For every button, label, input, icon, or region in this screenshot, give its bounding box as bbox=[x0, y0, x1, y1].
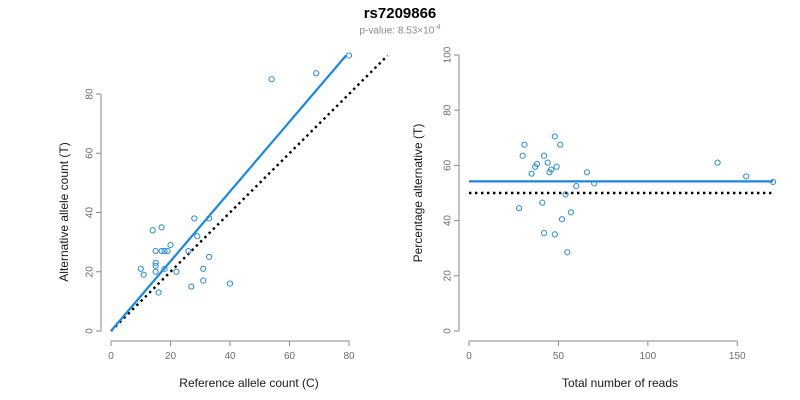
data-point bbox=[206, 253, 213, 261]
x-tick-label: 80 bbox=[343, 351, 355, 362]
data-point bbox=[155, 289, 162, 296]
y-axis: 0 20 40 60 80 bbox=[85, 88, 102, 334]
data-point bbox=[553, 163, 560, 170]
y-tick-label: 20 bbox=[85, 266, 96, 278]
data-point bbox=[140, 271, 147, 278]
data-point bbox=[583, 169, 591, 176]
data-point bbox=[200, 265, 207, 272]
data-point bbox=[562, 191, 569, 198]
data-point bbox=[164, 247, 171, 255]
p-value-exponent: -4 bbox=[434, 24, 441, 31]
data-point bbox=[714, 159, 721, 166]
x-axis-label: Reference allele count (C) bbox=[179, 376, 318, 390]
data-point bbox=[161, 265, 168, 272]
y-tick-label: 60 bbox=[443, 159, 454, 171]
data-point bbox=[173, 268, 180, 275]
y-axis: 0 20 40 60 80 100 bbox=[443, 46, 460, 334]
reference-line bbox=[110, 54, 389, 332]
x-tick-label: 60 bbox=[284, 351, 296, 362]
data-point bbox=[515, 205, 523, 212]
y-tick-label: 40 bbox=[85, 207, 96, 219]
data-point bbox=[152, 247, 159, 255]
data-point bbox=[200, 277, 207, 284]
data-point bbox=[557, 141, 564, 148]
y-tick-label: 80 bbox=[443, 104, 454, 116]
data-point bbox=[528, 170, 535, 177]
y-tick-label: 0 bbox=[443, 328, 454, 334]
chart-panel-2: 0 50 100 150 0 20 40 60 80 100 Total number of rea… bbox=[411, 46, 777, 390]
data-point bbox=[152, 268, 159, 275]
data-point bbox=[521, 141, 528, 148]
x-axis-label: Total number of reads bbox=[562, 376, 678, 390]
data-point bbox=[345, 52, 353, 59]
y-axis-label: Alternative allele count (T) bbox=[57, 142, 71, 281]
data-point bbox=[544, 159, 551, 166]
data-point bbox=[167, 241, 174, 249]
data-point bbox=[268, 76, 275, 83]
chart-panel-1: 0 20 40 60 80 0 20 40 60 80 Reference allele count… bbox=[57, 52, 389, 390]
data-point bbox=[573, 183, 580, 190]
data-point bbox=[519, 152, 526, 159]
data-point bbox=[191, 215, 198, 222]
x-axis: 0 50 100 150 bbox=[466, 340, 746, 362]
data-point bbox=[541, 229, 548, 237]
data-point bbox=[541, 152, 548, 159]
x-tick-label: 0 bbox=[108, 351, 114, 362]
y-tick-label: 100 bbox=[443, 46, 454, 63]
x-tick-label: 150 bbox=[729, 351, 746, 362]
data-point bbox=[137, 265, 144, 272]
y-tick-label: 80 bbox=[85, 88, 96, 100]
data-point bbox=[206, 215, 213, 222]
data-point bbox=[551, 133, 558, 140]
y-tick-label: 60 bbox=[85, 147, 96, 159]
data-point bbox=[551, 231, 558, 238]
data-point bbox=[188, 283, 195, 290]
x-axis: 0 20 40 60 80 bbox=[108, 340, 355, 362]
x-tick-label: 100 bbox=[639, 351, 656, 362]
data-point bbox=[567, 209, 575, 216]
chart-title: rs7209866 bbox=[363, 5, 437, 22]
data-point bbox=[226, 280, 234, 287]
x-tick-label: 0 bbox=[466, 351, 472, 362]
data-point bbox=[152, 262, 159, 269]
data-point bbox=[564, 249, 571, 256]
data-point bbox=[149, 227, 156, 234]
data-point bbox=[548, 166, 555, 173]
chart-subtitle: p-value: 8.53×10-4 bbox=[0, 24, 800, 36]
data-point bbox=[158, 224, 165, 231]
data-point bbox=[313, 70, 320, 77]
data-point bbox=[558, 216, 566, 223]
data-point bbox=[158, 247, 165, 255]
data-point bbox=[769, 178, 777, 186]
data-point bbox=[533, 160, 541, 168]
y-tick-label: 40 bbox=[443, 215, 454, 227]
y-tick-label: 20 bbox=[443, 270, 454, 282]
x-tick-label: 40 bbox=[224, 351, 236, 362]
data-point bbox=[539, 199, 546, 206]
data-point bbox=[161, 247, 168, 255]
x-tick-label: 50 bbox=[553, 351, 565, 362]
data-point bbox=[591, 180, 598, 187]
data-point bbox=[152, 259, 159, 266]
data-point bbox=[185, 247, 192, 255]
y-tick-label: 0 bbox=[85, 328, 96, 334]
data-point bbox=[743, 173, 750, 180]
fit-line bbox=[110, 54, 347, 332]
p-value-text: p-value: 8.53×10 bbox=[359, 25, 435, 37]
data-point bbox=[194, 233, 201, 240]
x-tick-label: 20 bbox=[165, 351, 177, 362]
y-axis-label: Percentage alternative (T) bbox=[411, 124, 425, 263]
